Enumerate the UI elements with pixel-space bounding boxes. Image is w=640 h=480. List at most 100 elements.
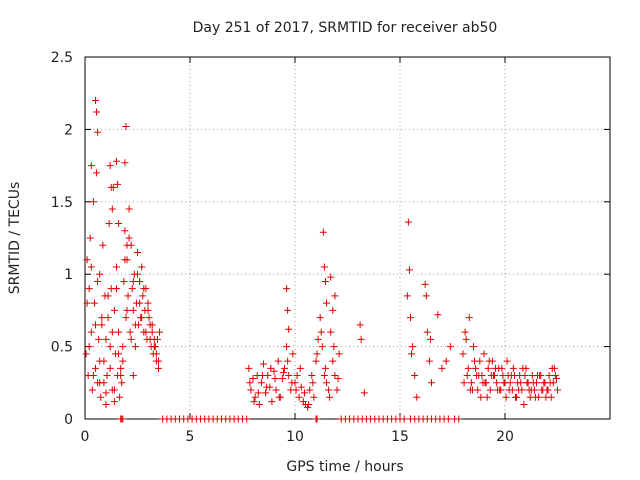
data-point [155,357,162,365]
data-point [465,314,473,322]
data-point [115,350,123,358]
data-point [271,374,279,382]
data-point [85,343,93,351]
data-point [411,372,419,380]
data-point [121,256,129,264]
data-point [131,343,139,351]
data-point [93,169,101,177]
data-point [102,401,110,409]
data-point [486,386,494,394]
data-point [155,364,162,372]
data-point [96,357,104,365]
data-point [96,270,104,278]
data-point [444,415,452,423]
data-point [96,379,104,387]
data-point [540,379,548,387]
data-point [310,393,318,401]
data-point [521,372,529,380]
data-point [329,306,337,314]
data-point [105,220,113,228]
data-point [529,379,537,387]
data-point [542,393,550,401]
data-point [87,328,95,336]
data-point [83,299,91,307]
y-tick-label: 2.5 [51,50,73,66]
data-point [517,379,525,387]
data-point [327,273,335,281]
data-point [254,389,262,397]
data-point [455,415,463,423]
data-point [129,372,137,380]
data-point [131,321,139,329]
data-point [330,343,338,351]
y-axis-label: SRMTID / TECUs [7,182,23,295]
data-point [304,403,312,411]
data-point [313,415,321,423]
data-point [306,386,314,394]
scatter-points [82,96,561,423]
data-point [144,306,152,314]
data-point [421,280,429,288]
data-point [110,306,118,314]
data-point [92,96,99,104]
data-point [475,372,483,380]
data-point [483,393,491,401]
data-point [148,321,156,329]
data-point [479,379,487,387]
data-point [89,372,97,380]
data-point [289,350,297,358]
data-point [87,162,95,170]
data-point [544,386,552,394]
data-point [487,372,495,380]
data-point [247,386,255,394]
data-point [119,343,127,351]
data-point [129,306,137,314]
data-point [275,393,283,401]
data-point [316,314,324,322]
data-point [126,328,134,336]
data-point [93,108,101,116]
data-point [320,263,328,271]
data-point [152,350,160,358]
data-point [285,325,293,333]
data-point [94,277,102,285]
data-point [243,415,251,423]
y-tick-label: 0.5 [51,340,73,356]
data-point [86,234,94,242]
data-point [314,335,322,343]
y-tick-label: 1.5 [51,195,73,211]
data-point [90,299,98,307]
data-point [125,205,133,213]
x-axis-label: GPS time / hours [286,459,403,475]
data-point [102,335,110,343]
data-point [327,328,335,336]
x-tick-label: 0 [81,429,90,445]
data-point [466,386,474,394]
data-point [467,379,475,387]
data-point [106,343,114,351]
data-point [404,218,412,226]
data-point [110,398,118,406]
data-point [313,350,321,358]
data-point [426,335,434,343]
data-point [140,285,148,293]
data-point [119,415,127,423]
data-point [305,401,313,409]
data-point [99,241,107,249]
data-point [295,393,303,401]
data-point [123,241,131,249]
data-point [546,379,554,387]
data-point [297,383,305,391]
data-point [506,379,514,387]
data-point [360,389,368,397]
grid-lines [85,57,610,419]
data-point [124,292,132,300]
data-point [107,183,115,191]
data-point [115,328,123,336]
data-point [320,372,328,380]
data-point [117,372,125,380]
data-point [408,350,416,358]
data-point [251,393,259,401]
plot-frame [84,56,611,420]
data-point [425,357,433,365]
